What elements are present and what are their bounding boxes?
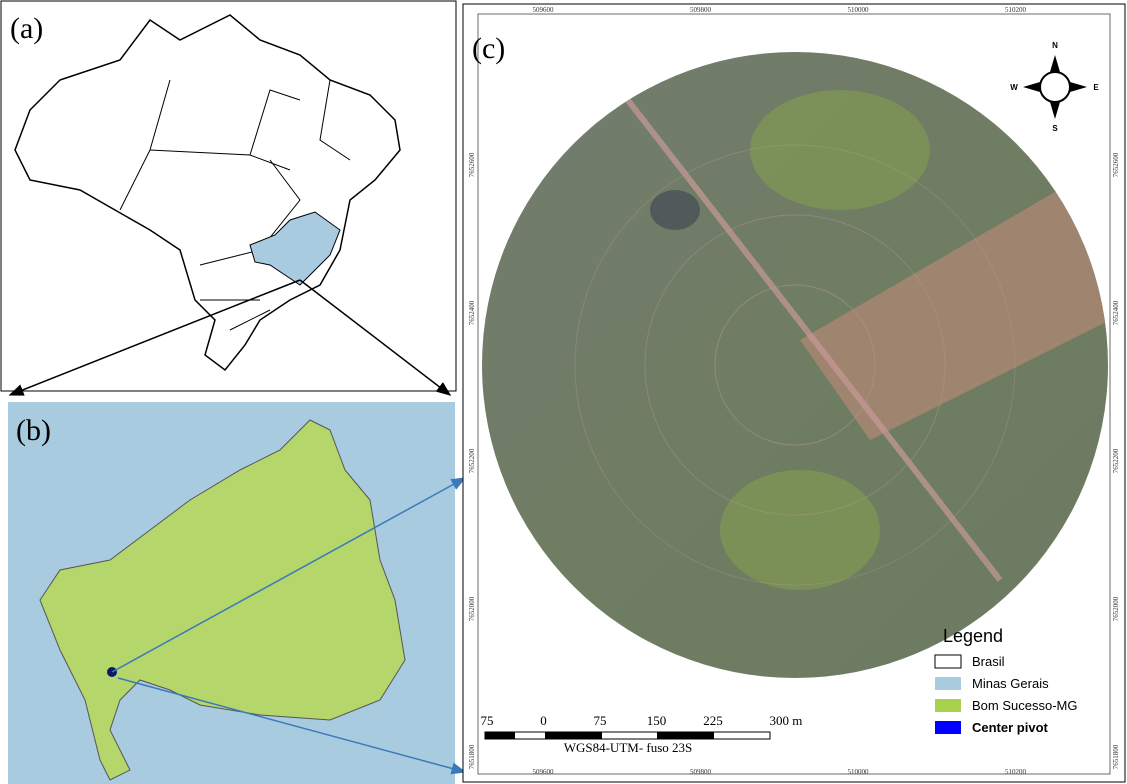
y-coord-label: 7652000	[468, 596, 476, 621]
y-coord-label: 7652000	[1112, 596, 1120, 621]
legend-swatch	[935, 699, 961, 712]
compass-label: W	[1010, 83, 1018, 92]
x-coord-label: 509800	[690, 6, 712, 14]
legend-label: Bom Sucesso-MG	[972, 698, 1077, 713]
compass-label: S	[1052, 124, 1058, 133]
scale-label: 300 m	[770, 713, 803, 728]
panel-label: (b)	[16, 414, 51, 447]
scale-label: 225	[703, 713, 723, 728]
legend-label: Center pivot	[972, 720, 1049, 735]
x-coord-label: 509600	[533, 768, 555, 776]
y-coord-label: 7652600	[468, 152, 476, 177]
legend-swatch	[935, 677, 961, 690]
legend-title: Legend	[943, 626, 1003, 646]
orthomosaic	[480, 50, 1110, 680]
x-coord-label: 509800	[690, 768, 712, 776]
x-coord-label: 510200	[1005, 6, 1027, 14]
y-coord-label: 7651800	[1112, 744, 1120, 769]
figure: (a) (b) N S E W (c) WGS84-UTM- fuso 23S …	[0, 0, 1127, 784]
legend-label: Brasil	[972, 654, 1005, 669]
scale-label: 150	[647, 713, 667, 728]
y-coord-label: 7652400	[1112, 300, 1120, 325]
x-coord-label: 510200	[1005, 768, 1027, 776]
panel-label: (a)	[10, 12, 43, 45]
y-coord-label: 7652200	[468, 448, 476, 473]
compass-label: N	[1052, 41, 1058, 50]
scale-bar	[485, 732, 770, 739]
y-coord-label: 7652400	[468, 300, 476, 325]
panel-label: (c)	[472, 32, 505, 65]
y-coord-label: 7651800	[468, 744, 476, 769]
y-coord-label: 7652200	[1112, 448, 1120, 473]
scale-label: 0	[540, 713, 547, 728]
y-coord-label: 7652600	[1112, 152, 1120, 177]
compass-label: E	[1093, 83, 1099, 92]
scale-caption: WGS84-UTM- fuso 23S	[564, 740, 693, 755]
x-coord-label: 510000	[848, 768, 870, 776]
scale-label: 75	[594, 713, 607, 728]
legend-label: Minas Gerais	[972, 676, 1049, 691]
scale-label: 75	[481, 713, 494, 728]
legend-swatch	[935, 721, 961, 734]
x-coord-label: 509600	[533, 6, 555, 14]
legend-swatch	[935, 655, 961, 668]
x-coord-label: 510000	[848, 6, 870, 14]
